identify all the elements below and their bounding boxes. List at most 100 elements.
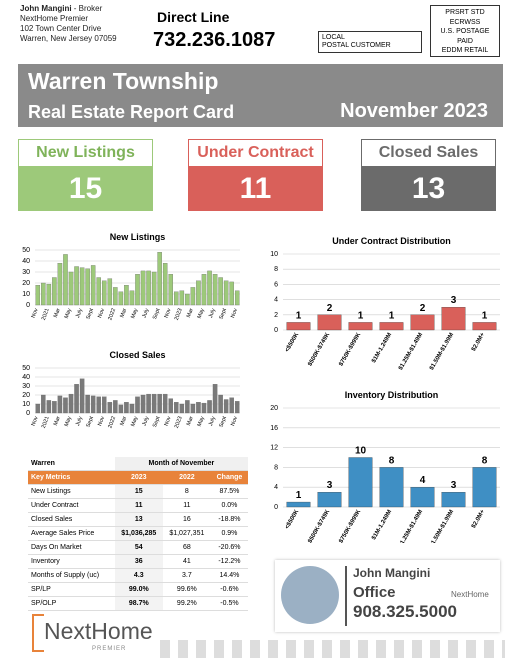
bar <box>168 274 173 306</box>
y-tick-label: 40 <box>22 258 30 265</box>
kpi-value: 15 <box>18 167 153 211</box>
bar <box>35 403 41 414</box>
table-area: Warren <box>28 457 115 471</box>
bar <box>162 393 168 414</box>
bar <box>135 396 140 414</box>
bar <box>118 291 124 306</box>
bar <box>41 394 46 414</box>
table-row: Inventory 36 41 -12.2% <box>28 554 248 569</box>
y-tick-label: 8 <box>274 464 278 471</box>
bar <box>118 404 124 414</box>
value-label: 2 <box>420 303 426 314</box>
banner-title: Warren Township <box>28 68 219 94</box>
bar <box>441 492 466 508</box>
x-tick-label: Nov <box>97 415 106 426</box>
table-cell: 11 <box>162 498 211 513</box>
bar <box>201 402 207 414</box>
bar <box>229 397 234 414</box>
kpi-label: New Listings <box>18 139 153 167</box>
table-cell: -12.2% <box>210 554 248 569</box>
chart: Under Contract Distribution 0 2 4 6 8 10 1 <$500… <box>270 236 500 371</box>
x-tick-label: 2022 <box>107 308 117 322</box>
kpi-label: Closed Sales <box>361 139 496 167</box>
bar <box>102 396 107 414</box>
x-tick-label: Mar <box>53 415 62 426</box>
y-tick-label: 4 <box>274 484 278 491</box>
x-tick-label: May <box>64 307 73 319</box>
chart: Inventory Distribution 0 4 8 12 16 20 1 <$500K 3 $… <box>270 390 500 543</box>
chart-title: Under Contract Distribution <box>332 236 451 246</box>
y-tick-label: 50 <box>22 365 30 372</box>
bar <box>46 400 52 414</box>
x-tick-label: $2.0M+ <box>471 332 487 353</box>
bar <box>286 501 311 508</box>
table-cell: -0.6% <box>210 582 248 597</box>
column-header: Change <box>210 470 248 485</box>
x-tick-label: Sept <box>86 415 96 428</box>
table-cell: 87.5% <box>210 484 248 499</box>
table-cell: Under Contract <box>28 498 115 513</box>
x-tick-label: $1M-1.249M <box>371 332 393 364</box>
bar <box>140 394 146 414</box>
table-row: Closed Sales 13 16 -18.8% <box>28 512 248 527</box>
postage-box: PRSRT STD ECRWSS U.S. POSTAGE PAID EDDM … <box>430 5 500 57</box>
bar <box>190 403 196 414</box>
x-tick-label: Sept <box>152 415 162 428</box>
bar <box>196 280 201 306</box>
bar <box>185 293 190 306</box>
x-tick-label: $500K-$749K <box>307 508 331 543</box>
table-cell: $1,036,285 <box>114 526 163 541</box>
x-tick-label: <$500K <box>284 331 300 353</box>
bar <box>113 287 118 306</box>
footer-tagline: PREMIER <box>92 646 127 652</box>
y-tick-label: 0 <box>26 410 30 417</box>
bar <box>129 290 135 306</box>
table-cell: 4.3 <box>114 568 163 583</box>
bar <box>218 394 223 414</box>
chart-title: Closed Sales <box>109 350 165 360</box>
x-tick-label: Nov <box>230 307 239 318</box>
x-tick-label: July <box>141 307 150 318</box>
bar <box>218 277 223 306</box>
x-tick-label: May <box>130 415 139 427</box>
table-cell: SP/LP <box>28 582 115 597</box>
x-tick-label: $1.50M-$1.99M <box>429 332 455 371</box>
bar <box>146 393 151 414</box>
table-cell: Months of Supply (uc) <box>28 568 115 583</box>
postage-line: ECRWSS <box>449 18 481 26</box>
bar <box>348 322 373 331</box>
bar <box>68 271 74 306</box>
value-label: 1 <box>296 310 302 321</box>
x-tick-label: Sept <box>86 307 96 320</box>
agent-card: John Mangini Office 908.325.5000 NextHom… <box>275 560 500 632</box>
table-row: Days On Market 54 68 -20.6% <box>28 540 248 555</box>
x-tick-label: Sept <box>219 307 229 320</box>
x-tick-label: July <box>208 307 217 318</box>
kpi-label: Under Contract <box>188 139 323 167</box>
x-tick-label: Nov <box>164 415 173 426</box>
x-tick-label: 2021 <box>41 308 51 322</box>
bar <box>379 322 404 331</box>
bar <box>102 280 107 306</box>
x-tick-label: Sept <box>152 307 162 320</box>
x-tick-label: May <box>130 307 139 319</box>
x-tick-label: May <box>64 415 73 427</box>
table-cell: SP/OLP <box>28 596 115 611</box>
bar <box>74 384 79 414</box>
bar <box>212 274 218 306</box>
y-tick-label: 20 <box>22 392 30 399</box>
y-tick-label: 0 <box>274 504 278 511</box>
bar <box>190 287 196 306</box>
bar <box>74 266 79 306</box>
logo-bracket <box>32 614 44 652</box>
bar <box>174 291 179 306</box>
x-tick-label: Mar <box>119 307 128 318</box>
value-label: 8 <box>389 455 395 466</box>
direct-phone: 732.236.1087 <box>153 29 276 51</box>
bar <box>234 290 240 306</box>
bar <box>140 270 146 306</box>
x-tick-label: $500K-$749K <box>307 331 331 367</box>
x-tick-label: $1.50M-$1.99M <box>429 509 455 543</box>
